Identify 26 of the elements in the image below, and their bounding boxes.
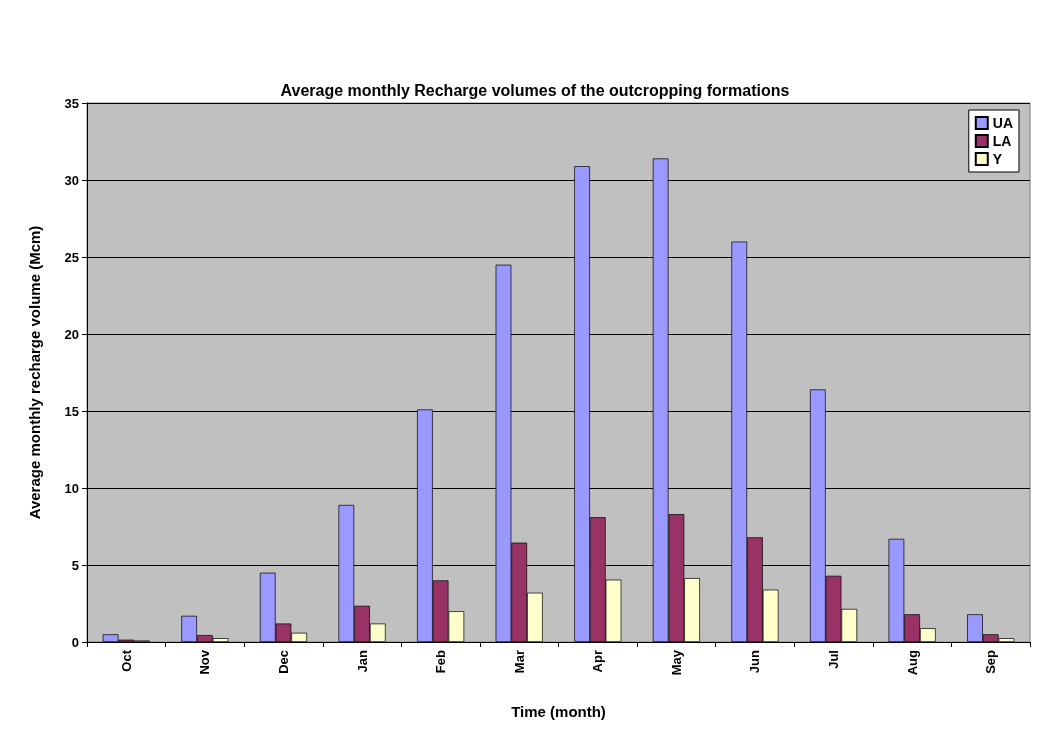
x-tick-label: Sep bbox=[983, 649, 999, 674]
x-tick-label: Aug bbox=[904, 649, 920, 676]
x-tick-label: May bbox=[668, 649, 684, 676]
legend-label: UA bbox=[992, 115, 1014, 131]
y-tick-label: 35 bbox=[64, 95, 79, 111]
x-tick-label: Dec bbox=[275, 650, 291, 674]
y-axis-title: Average monthly recharge volume (Mcm) bbox=[26, 225, 43, 520]
y-tick-label: 10 bbox=[64, 480, 79, 496]
chart-title: Average monthly Recharge volumes of the outcropping formations bbox=[280, 81, 790, 99]
x-tick-label: Jan bbox=[354, 649, 370, 673]
legend-label: LA bbox=[992, 133, 1012, 149]
x-tick-label: Apr bbox=[590, 650, 606, 673]
x-tick-label: Jul bbox=[826, 650, 842, 669]
y-tick-label: 25 bbox=[64, 249, 79, 265]
y-tick-label: 20 bbox=[64, 326, 79, 342]
x-tick-label: Nov bbox=[197, 649, 213, 675]
y-tick-label: 15 bbox=[64, 403, 79, 419]
y-tick-label: 0 bbox=[71, 634, 79, 650]
x-tick-label: Jun bbox=[747, 649, 763, 674]
legend-label: Y bbox=[992, 151, 1003, 167]
x-tick-label: Oct bbox=[118, 649, 134, 672]
x-tick-label: Feb bbox=[433, 649, 449, 674]
y-tick-label: 30 bbox=[64, 172, 79, 188]
x-axis-title: Time (month) bbox=[511, 703, 606, 720]
y-tick-label: 5 bbox=[71, 557, 79, 573]
x-tick-label: Mar bbox=[511, 650, 527, 674]
